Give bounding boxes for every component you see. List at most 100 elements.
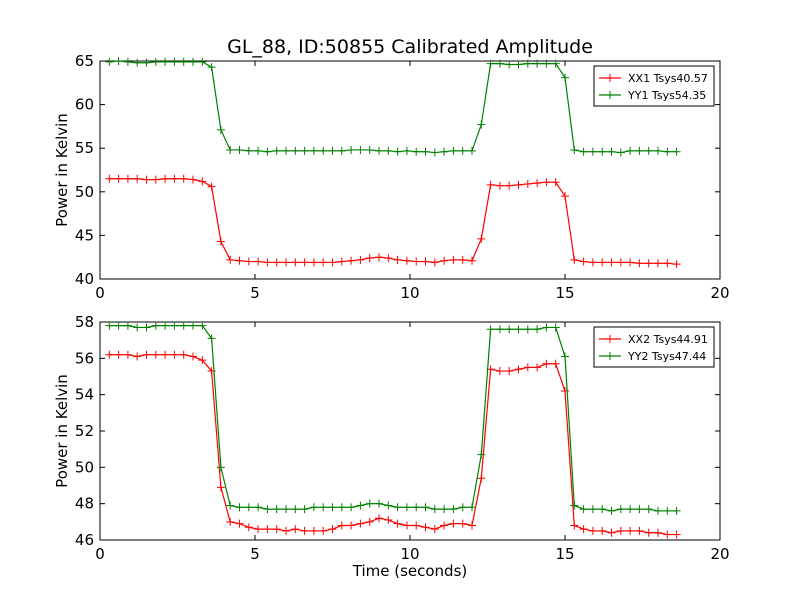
data-point (607, 258, 616, 267)
data-point (458, 503, 467, 512)
data-point (533, 179, 542, 188)
data-point (440, 256, 449, 265)
data-point (477, 474, 486, 483)
data-point (607, 528, 616, 537)
data-point (198, 177, 207, 186)
data-point (477, 120, 486, 129)
data-point (272, 505, 281, 514)
data-point (272, 258, 281, 267)
data-point (291, 505, 300, 514)
legend-label: XX2 Tsys44.91 (628, 333, 708, 346)
data-point (579, 147, 588, 156)
data-point (105, 57, 114, 66)
x-tick-label: 20 (710, 545, 729, 563)
data-point (226, 517, 235, 526)
data-point (654, 528, 662, 537)
data-point (672, 147, 681, 156)
data-point (505, 325, 514, 334)
data-point (449, 146, 458, 155)
data-point (458, 146, 467, 155)
data-point (672, 506, 681, 515)
data-point (468, 256, 476, 265)
data-point (337, 257, 346, 266)
data-point (495, 367, 504, 376)
y-axis-label: Power in Kelvin (53, 113, 71, 227)
data-point (663, 147, 672, 156)
data-point (551, 323, 560, 332)
data-point (179, 57, 188, 66)
data-point (142, 323, 151, 332)
data-point (161, 350, 170, 359)
data-point (328, 503, 337, 512)
data-point (663, 530, 672, 539)
data-point (282, 505, 290, 514)
data-point (142, 58, 151, 67)
data-point (579, 505, 588, 514)
data-point (356, 519, 365, 528)
data-point (626, 258, 635, 267)
data-point (114, 321, 123, 330)
data-point (561, 352, 569, 361)
data-point (477, 450, 486, 459)
data-point (198, 356, 207, 365)
data-point (244, 146, 253, 155)
data-point (588, 258, 597, 267)
data-point (291, 146, 300, 155)
data-point (644, 259, 653, 268)
data-point (142, 350, 151, 359)
x-tick-label: 5 (250, 284, 260, 302)
data-point (430, 148, 439, 157)
data-point (300, 146, 309, 155)
data-point (672, 260, 681, 269)
data-point (170, 174, 179, 183)
data-point (226, 145, 235, 154)
data-point (384, 146, 393, 155)
data-point (235, 503, 244, 512)
data-point (309, 503, 318, 512)
data-point (198, 57, 207, 66)
data-point (616, 148, 625, 157)
data-point (570, 521, 579, 530)
data-point (393, 503, 402, 512)
data-point (598, 258, 607, 267)
data-point (309, 146, 318, 155)
data-point (375, 499, 383, 508)
data-point (328, 258, 337, 267)
data-point (319, 503, 328, 512)
data-point (216, 125, 225, 134)
data-point (430, 258, 439, 267)
data-point (598, 505, 607, 514)
data-point (356, 501, 365, 510)
data-point (644, 146, 653, 155)
data-point (309, 258, 318, 267)
data-point (523, 363, 532, 372)
data-point (347, 503, 356, 512)
data-point (291, 258, 300, 267)
bottom-panel: 0 5 10 15 20 46 48 50 52 54 56 58 Power in Kelvin Tim… (53, 313, 730, 580)
x-tick-label: 10 (400, 545, 419, 563)
data-point (151, 321, 160, 330)
data-point (635, 259, 644, 268)
data-point (393, 519, 402, 528)
data-point (421, 503, 430, 512)
data-point (263, 258, 272, 267)
data-point (179, 350, 188, 359)
data-point (551, 178, 560, 187)
data-point (495, 181, 504, 190)
data-point (198, 321, 207, 330)
data-point (598, 526, 607, 535)
data-point (486, 59, 495, 68)
data-point (123, 321, 132, 330)
data-point (477, 234, 486, 243)
data-point (393, 255, 402, 264)
data-point (170, 350, 179, 359)
data-point (440, 505, 449, 514)
y-tick-label: 56 (75, 349, 94, 367)
data-point (216, 483, 225, 492)
data-point (142, 175, 151, 184)
data-point (254, 503, 263, 512)
data-point (505, 367, 514, 376)
legend-marker (606, 91, 614, 99)
data-point (458, 519, 467, 528)
